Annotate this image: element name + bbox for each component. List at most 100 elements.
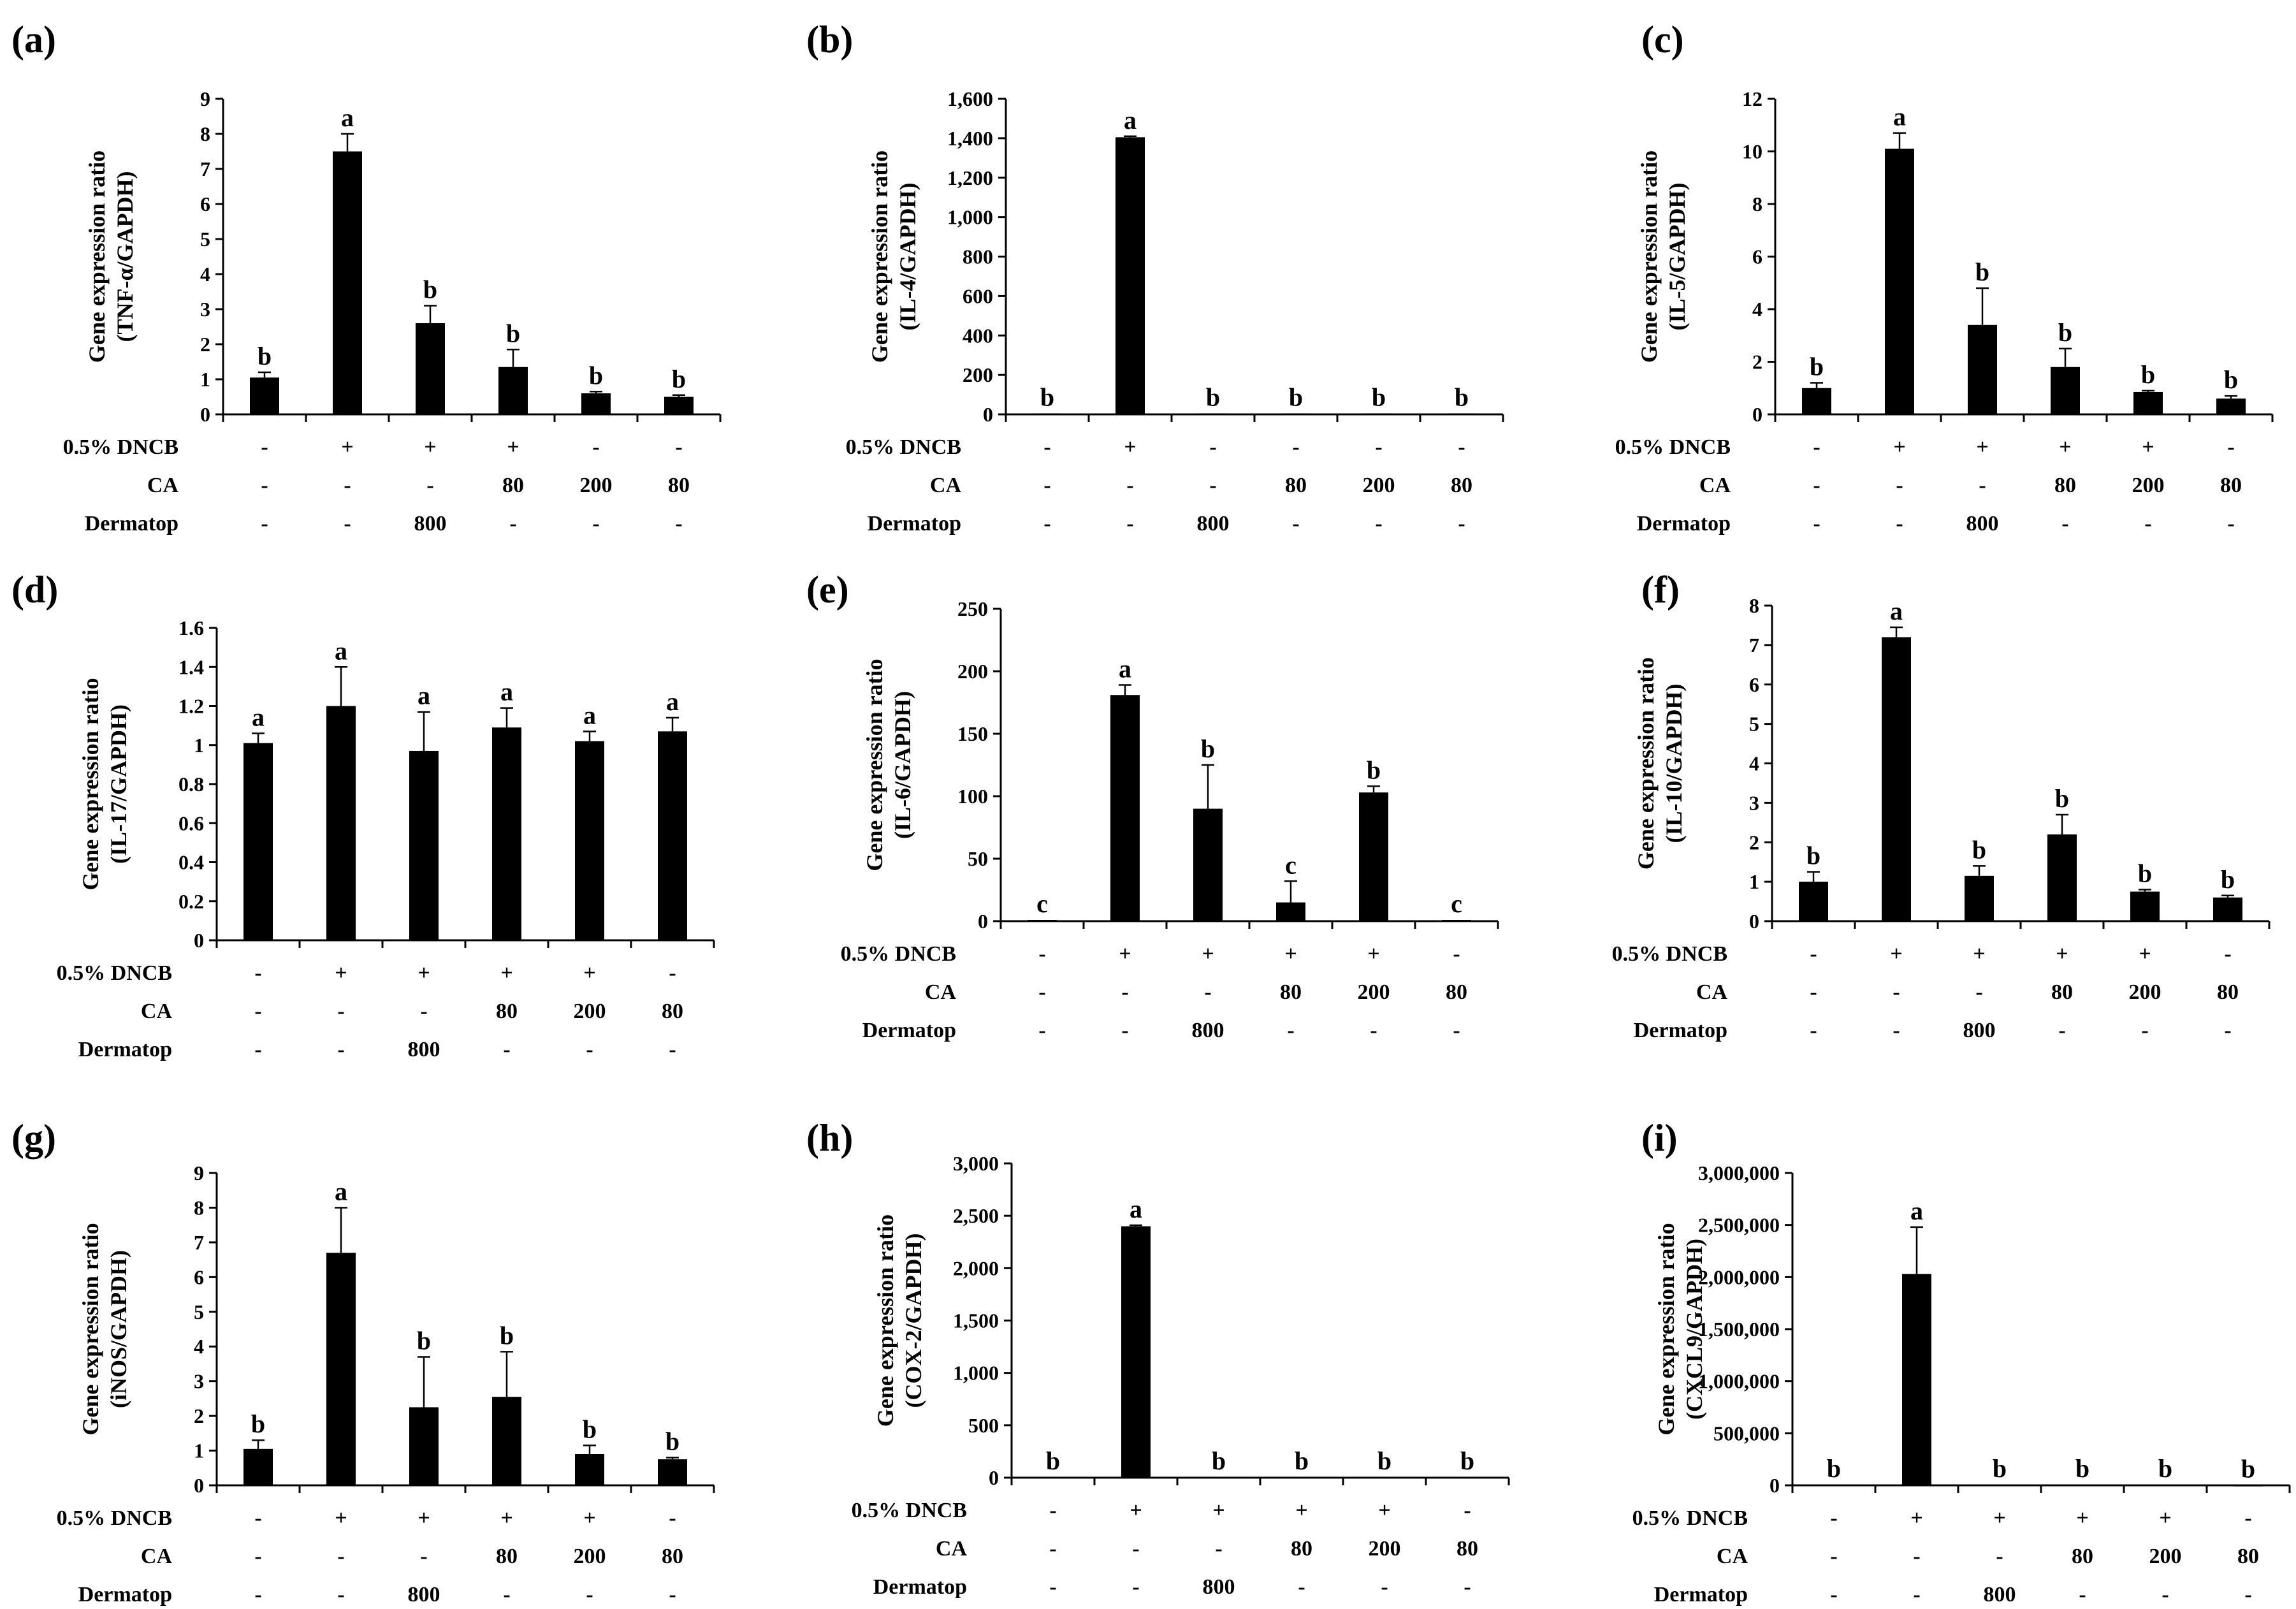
- treatment-cell: -: [1132, 1537, 1139, 1561]
- treatment-cell: 200: [1369, 1537, 1401, 1561]
- y-tick-label: 6: [1749, 673, 1759, 696]
- significance-letter: b: [672, 365, 686, 393]
- y-tick-label: 8: [1749, 594, 1759, 617]
- treatment-row-label: Dermatop: [1637, 512, 1731, 535]
- treatment-cell: -: [1810, 980, 1817, 1004]
- treatment-cell: +: [1890, 942, 1902, 966]
- treatment-cell: -: [1043, 474, 1050, 497]
- y-tick-label: 2: [1749, 831, 1759, 854]
- treatment-cell: -: [1896, 474, 1903, 497]
- treatment-cell: -: [1813, 512, 1820, 535]
- bar: [1287, 1477, 1316, 1479]
- treatment-cell: 80: [662, 1000, 683, 1023]
- significance-letter: b: [2141, 360, 2155, 389]
- treatment-cell: 200: [2132, 474, 2165, 497]
- significance-letter: b: [1046, 1446, 1060, 1475]
- y-axis-title: Gene expression ratio: [1653, 1223, 1679, 1435]
- panel-label: (g): [11, 1117, 56, 1159]
- y-tick-label: 3: [200, 298, 210, 321]
- treatment-row-label: Dermatop: [78, 1038, 172, 1061]
- treatment-cell: -: [1126, 512, 1133, 535]
- treatment-cell: -: [337, 1038, 344, 1061]
- y-tick-label: 9: [200, 87, 210, 110]
- treatment-cell: +: [1212, 1499, 1224, 1522]
- y-tick-label: 1: [1749, 870, 1759, 893]
- bar: [2213, 897, 2242, 921]
- bar: [1965, 875, 1994, 921]
- treatment-cell: -: [1893, 980, 1900, 1004]
- treatment-cell: -: [2144, 512, 2151, 535]
- treatment-cell: +: [341, 435, 353, 459]
- y-tick-label: 4: [194, 1335, 204, 1358]
- treatment-row-label: CA: [141, 1000, 173, 1023]
- bar: [243, 1448, 273, 1485]
- significance-letter: b: [583, 1415, 597, 1443]
- y-tick-label: 7: [194, 1231, 204, 1254]
- treatment-row-label: 0.5% DNCB: [846, 435, 961, 459]
- bar: [1121, 1226, 1151, 1478]
- significance-letter: b: [1455, 382, 1469, 411]
- treatment-row-label: Dermatop: [868, 512, 961, 535]
- treatment-cell: -: [1038, 942, 1045, 966]
- bar: [1276, 902, 1305, 921]
- treatment-cell: +: [424, 435, 436, 459]
- y-tick-label: 2,500: [953, 1204, 999, 1227]
- y-tick-label: 200: [963, 363, 993, 386]
- bar: [1281, 413, 1311, 415]
- treatment-row-label: 0.5% DNCB: [1615, 435, 1731, 459]
- y-tick-label: 1,200: [947, 166, 993, 189]
- significance-letter: b: [1212, 1446, 1226, 1475]
- y-tick-label: 1,000,000: [1698, 1370, 1780, 1393]
- bar: [1110, 695, 1140, 921]
- treatment-cell: +: [1130, 1499, 1142, 1522]
- significance-letter: a: [341, 103, 354, 132]
- treatment-cell: 200: [2149, 1545, 2182, 1568]
- significance-letter: b: [2221, 865, 2235, 894]
- y-axis-unit-label: (IL-6/GAPDH): [890, 691, 915, 839]
- y-tick-label: 8: [200, 122, 210, 145]
- bar: [492, 727, 521, 940]
- significance-letter: b: [506, 319, 520, 347]
- treatment-row-label: 0.5% DNCB: [841, 942, 956, 966]
- significance-letter: b: [665, 1427, 679, 1455]
- treatment-cell: -: [1049, 1499, 1056, 1522]
- y-tick-label: 7: [200, 157, 210, 180]
- treatment-cell: +: [500, 961, 512, 985]
- treatment-cell: 800: [1203, 1575, 1235, 1599]
- bar: [2216, 398, 2246, 414]
- treatment-cell: 80: [496, 1545, 518, 1568]
- y-tick-label: 5: [1749, 713, 1759, 736]
- y-axis-title: Gene expression ratio: [78, 1223, 103, 1435]
- y-tick-label: 0: [983, 403, 993, 426]
- significance-letter: a: [418, 681, 430, 710]
- bar: [1038, 1477, 1068, 1479]
- y-tick-label: 4: [1752, 298, 1762, 321]
- y-tick-label: 1,600: [947, 87, 993, 110]
- treatment-cell: 800: [1197, 512, 1230, 535]
- treatment-cell: 800: [1963, 1019, 1996, 1042]
- y-tick-label: 100: [957, 785, 988, 808]
- treatment-cell: -: [1292, 435, 1299, 459]
- y-tick-label: 2,000: [953, 1256, 999, 1279]
- y-tick-label: 2: [1752, 351, 1762, 374]
- y-tick-label: 10: [1742, 140, 1762, 163]
- y-axis-unit-label: (IL-5/GAPDH): [1664, 183, 1690, 331]
- treatment-cell: -: [1298, 1575, 1305, 1599]
- treatment-row-label: CA: [147, 474, 179, 497]
- y-tick-label: 1.2: [178, 695, 204, 718]
- treatment-cell: -: [2141, 1019, 2148, 1042]
- chart-panel-5: (e) Gene expression ratio (IL-6/GAPDH) 0 50 1…: [806, 569, 1499, 1042]
- y-tick-label: 1: [194, 734, 204, 757]
- bar: [2051, 367, 2080, 414]
- treatment-cell: -: [586, 1583, 593, 1606]
- treatment-cell: -: [426, 474, 433, 497]
- treatment-row-label: Dermatop: [85, 512, 178, 535]
- treatment-cell: -: [1464, 1575, 1471, 1599]
- y-tick-label: 3,000: [953, 1152, 999, 1175]
- y-tick-label: 1: [200, 368, 210, 391]
- treatment-cell: -: [261, 512, 268, 535]
- significance-letter: b: [1460, 1446, 1474, 1475]
- treatment-cell: +: [1976, 435, 1988, 459]
- y-axis-unit-label: (TNF-α/GAPDH): [112, 171, 138, 342]
